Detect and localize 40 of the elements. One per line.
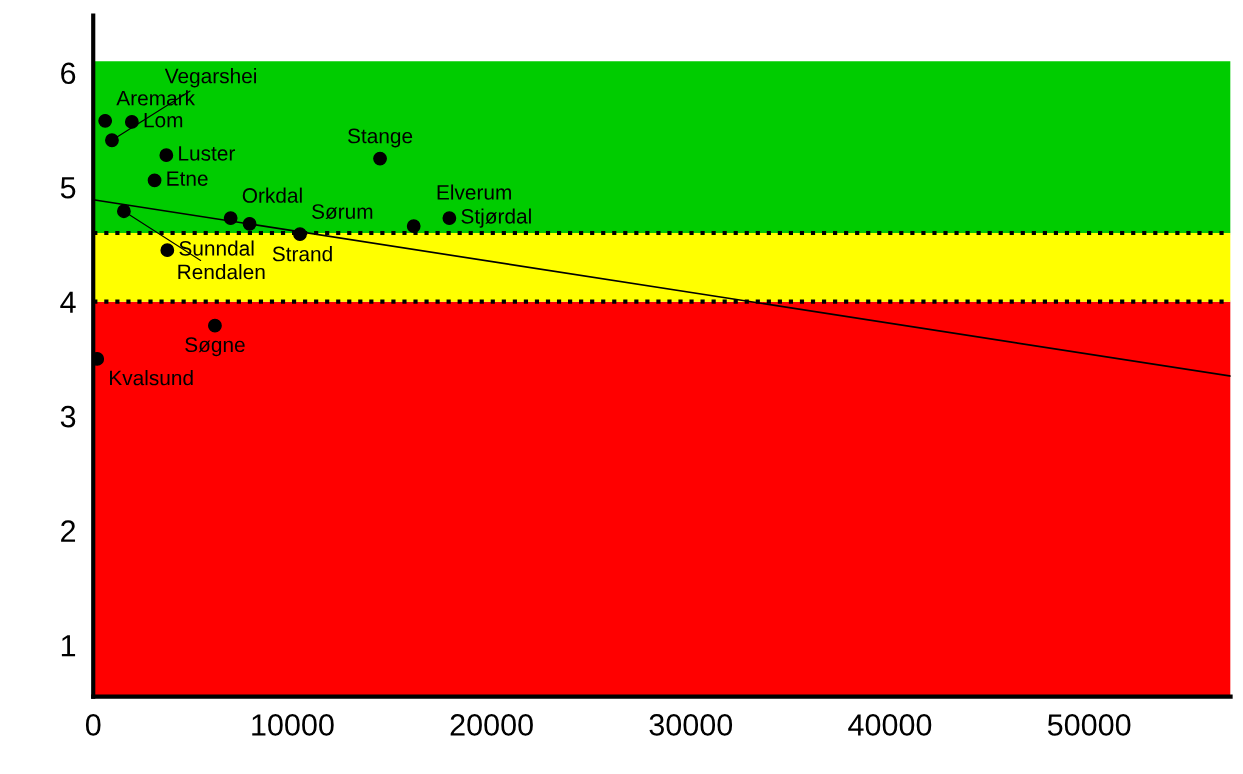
point: [442, 211, 457, 226]
point: [159, 148, 174, 163]
y-tick-label: 2: [61, 520, 76, 542]
point: [124, 115, 139, 129]
annotation: Elverum: [437, 184, 511, 200]
annotation: Søgne: [185, 337, 245, 357]
annotation: Stange: [347, 128, 413, 148]
point: [293, 227, 307, 242]
point: [242, 216, 257, 231]
y-tick-label: 3: [60, 405, 76, 428]
annotation: Rendalen: [178, 264, 265, 280]
point: [406, 219, 421, 234]
point: [98, 113, 113, 128]
point: [208, 318, 222, 333]
annotation: Orkdal: [242, 187, 302, 203]
point: [223, 211, 238, 226]
x-tick-label: 30000: [649, 714, 733, 736]
x-tick-label: 20000: [450, 714, 533, 736]
annotation: Vegarshei: [164, 68, 256, 88]
annotation: Etne: [167, 171, 208, 186]
x-tick-label: 10000: [252, 714, 334, 736]
annotation: Kvalsund: [110, 370, 193, 386]
y-tick-label: 1: [61, 635, 76, 657]
annotation: Stjørdal: [461, 208, 531, 228]
x-tick-label: 40000: [848, 714, 932, 736]
point: [147, 173, 162, 188]
annotation: Lom: [144, 113, 183, 128]
annotation: Strand: [272, 246, 332, 262]
y-tick-label: 5: [60, 177, 76, 199]
point: [105, 133, 119, 148]
annotation: Sunndal: [179, 240, 254, 256]
annotation: Luster: [179, 146, 235, 161]
x-tick-label: 0: [85, 714, 101, 736]
point: [160, 243, 175, 258]
point: [116, 204, 131, 219]
annotation: Sørum: [312, 204, 373, 220]
y-tick-label: 4: [60, 291, 76, 313]
x-tick-label: 50000: [1047, 714, 1131, 736]
y-tick-label: 6: [61, 62, 76, 85]
point: [373, 151, 387, 166]
